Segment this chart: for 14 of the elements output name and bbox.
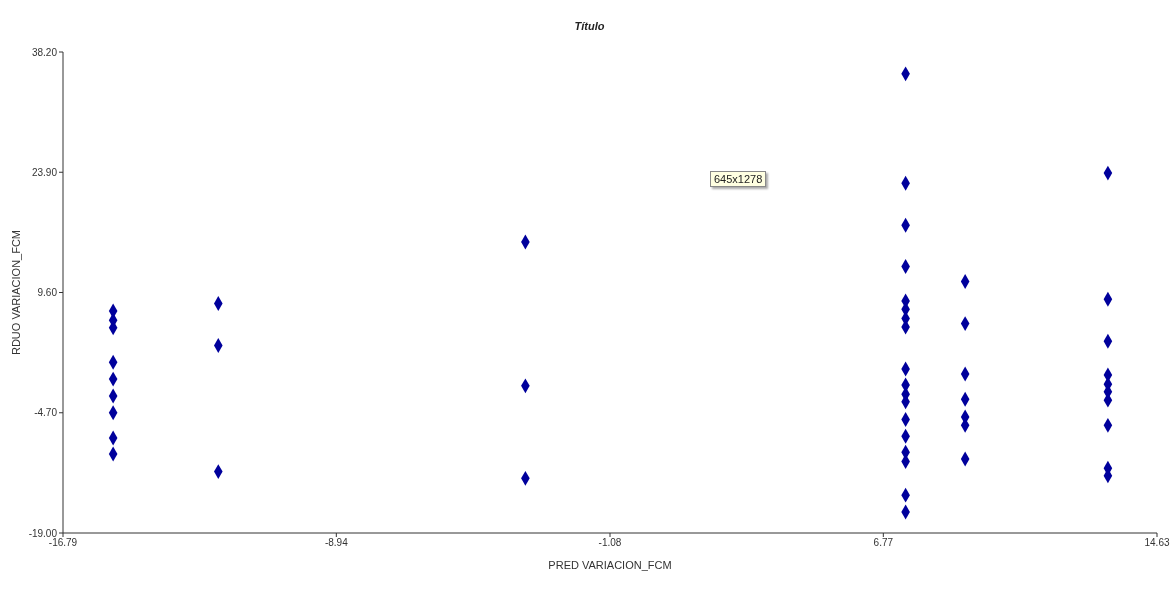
x-tick-label: -16.79 bbox=[48, 537, 78, 549]
y-tick-label: -4.70 bbox=[34, 407, 58, 419]
y-axis-title: RDUO VARIACION_FCM bbox=[9, 229, 22, 356]
x-tick-label: 6.77 bbox=[873, 537, 894, 549]
x-tick-label: -1.08 bbox=[598, 537, 622, 549]
y-tick-label: 38.20 bbox=[31, 46, 58, 58]
x-tick-label: -8.94 bbox=[324, 537, 349, 549]
chart-title: Título bbox=[573, 20, 606, 32]
y-tick-label: 9.60 bbox=[37, 287, 58, 299]
y-tick-label: 23.90 bbox=[31, 166, 58, 178]
y-tick-label: -19.00 bbox=[28, 527, 58, 539]
x-tick-label: 14.63 bbox=[1144, 537, 1170, 549]
annotation: 645x1278 bbox=[710, 171, 767, 187]
x-axis-title: PRED VARIACION_FCM bbox=[548, 559, 672, 571]
